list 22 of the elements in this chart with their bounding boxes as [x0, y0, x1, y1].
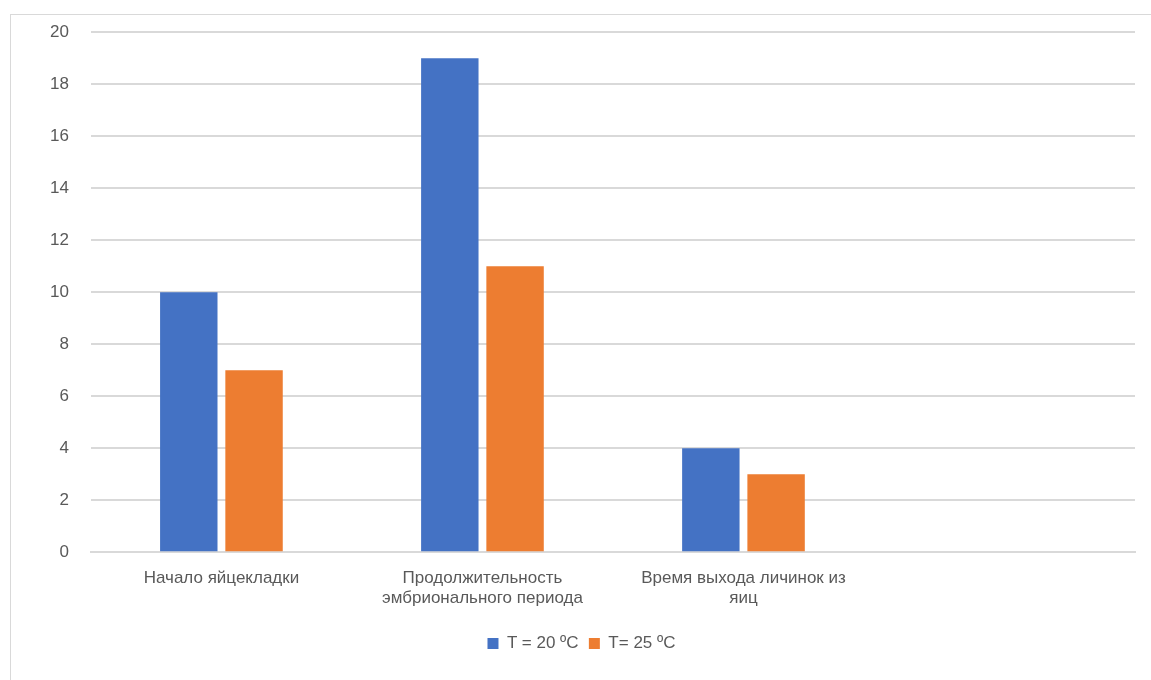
legend-label: T = 20 ºC: [506, 633, 579, 653]
y-tick-label: 20: [49, 21, 69, 41]
bar: [747, 474, 805, 552]
y-tick-label: 2: [59, 489, 69, 509]
y-tick-label: 0: [59, 541, 69, 561]
bar: [486, 266, 544, 552]
y-tick-label: 10: [49, 281, 69, 301]
bar: [225, 370, 283, 552]
y-tick-label: 6: [59, 385, 69, 405]
y-tick-label: 12: [49, 229, 69, 249]
y-tick-label: 18: [49, 73, 69, 93]
y-tick-label: 8: [59, 333, 69, 353]
legend-label: T= 25 ºC: [608, 633, 676, 653]
bar: [682, 448, 740, 552]
x-tick-label: Начало яйцекладки: [143, 568, 300, 588]
y-tick-label: 14: [49, 177, 69, 197]
y-tick-label: 4: [59, 437, 69, 457]
bar: [421, 58, 479, 552]
y-tick-label: 16: [49, 125, 69, 145]
bar: [160, 292, 218, 552]
x-tick-label: Время выхода личинок из яиц: [641, 568, 846, 608]
x-tick-label: Продолжительность эмбрионального периода: [382, 568, 584, 608]
